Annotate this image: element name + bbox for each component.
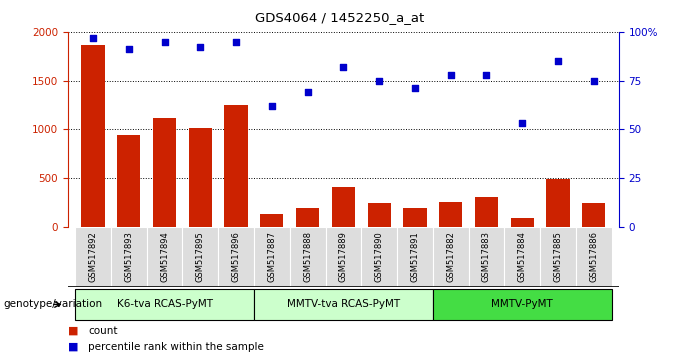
Bar	[546, 179, 570, 227]
Point	[588, 78, 599, 84]
Bar	[218, 227, 254, 287]
Bar	[582, 203, 605, 227]
Text: GSM517887: GSM517887	[267, 231, 276, 282]
Bar	[397, 227, 432, 287]
Bar	[439, 202, 462, 227]
Text: percentile rank within the sample: percentile rank within the sample	[88, 342, 265, 352]
Point	[231, 39, 241, 45]
Bar	[82, 45, 105, 227]
Bar	[111, 227, 147, 287]
Point	[409, 85, 420, 91]
Text: K6-tva RCAS-PyMT: K6-tva RCAS-PyMT	[116, 299, 213, 309]
Text: GSM517893: GSM517893	[124, 231, 133, 282]
Bar	[505, 227, 540, 287]
Bar	[75, 289, 254, 320]
Text: GSM517882: GSM517882	[446, 231, 455, 282]
Text: GSM517890: GSM517890	[375, 231, 384, 282]
Bar	[432, 227, 469, 287]
Text: GSM517889: GSM517889	[339, 231, 348, 282]
Point	[159, 39, 170, 45]
Bar	[368, 203, 391, 227]
Text: GDS4064 / 1452250_a_at: GDS4064 / 1452250_a_at	[256, 11, 424, 24]
Bar	[576, 227, 611, 287]
Text: ■: ■	[68, 342, 78, 352]
Bar	[260, 215, 284, 227]
Bar	[475, 197, 498, 227]
Bar	[254, 227, 290, 287]
Text: MMTV-tva RCAS-PyMT: MMTV-tva RCAS-PyMT	[287, 299, 400, 309]
Text: GSM517888: GSM517888	[303, 231, 312, 282]
Text: GSM517885: GSM517885	[554, 231, 562, 282]
Text: GSM517883: GSM517883	[482, 231, 491, 282]
Bar	[361, 227, 397, 287]
Text: MMTV-PyMT: MMTV-PyMT	[492, 299, 553, 309]
Bar	[147, 227, 182, 287]
Bar	[153, 118, 176, 227]
Text: GSM517896: GSM517896	[232, 231, 241, 282]
Point	[481, 72, 492, 78]
Bar	[296, 208, 319, 227]
Text: GSM517894: GSM517894	[160, 231, 169, 282]
Bar	[254, 289, 432, 320]
Point	[338, 64, 349, 70]
Text: ■: ■	[68, 326, 78, 336]
Bar	[182, 227, 218, 287]
Point	[517, 120, 528, 126]
Text: genotype/variation: genotype/variation	[3, 299, 103, 309]
Bar	[403, 207, 426, 227]
Bar	[540, 227, 576, 287]
Bar	[189, 128, 212, 227]
Bar	[117, 135, 141, 227]
Point	[88, 35, 99, 41]
Text: count: count	[88, 326, 118, 336]
Bar	[469, 227, 505, 287]
Text: GSM517891: GSM517891	[411, 231, 420, 282]
Point	[123, 47, 134, 52]
Point	[553, 58, 564, 64]
Bar	[326, 227, 361, 287]
Bar	[290, 227, 326, 287]
Bar	[332, 187, 355, 227]
Point	[445, 72, 456, 78]
Point	[374, 78, 385, 84]
Text: GSM517892: GSM517892	[88, 231, 97, 282]
Point	[195, 45, 206, 50]
Text: GSM517895: GSM517895	[196, 231, 205, 282]
Bar	[75, 227, 111, 287]
Bar	[224, 105, 248, 227]
Text: GSM517886: GSM517886	[590, 231, 598, 282]
Bar	[511, 218, 534, 227]
Text: GSM517884: GSM517884	[517, 231, 527, 282]
Point	[302, 89, 313, 95]
Bar	[432, 289, 611, 320]
Point	[267, 103, 277, 109]
